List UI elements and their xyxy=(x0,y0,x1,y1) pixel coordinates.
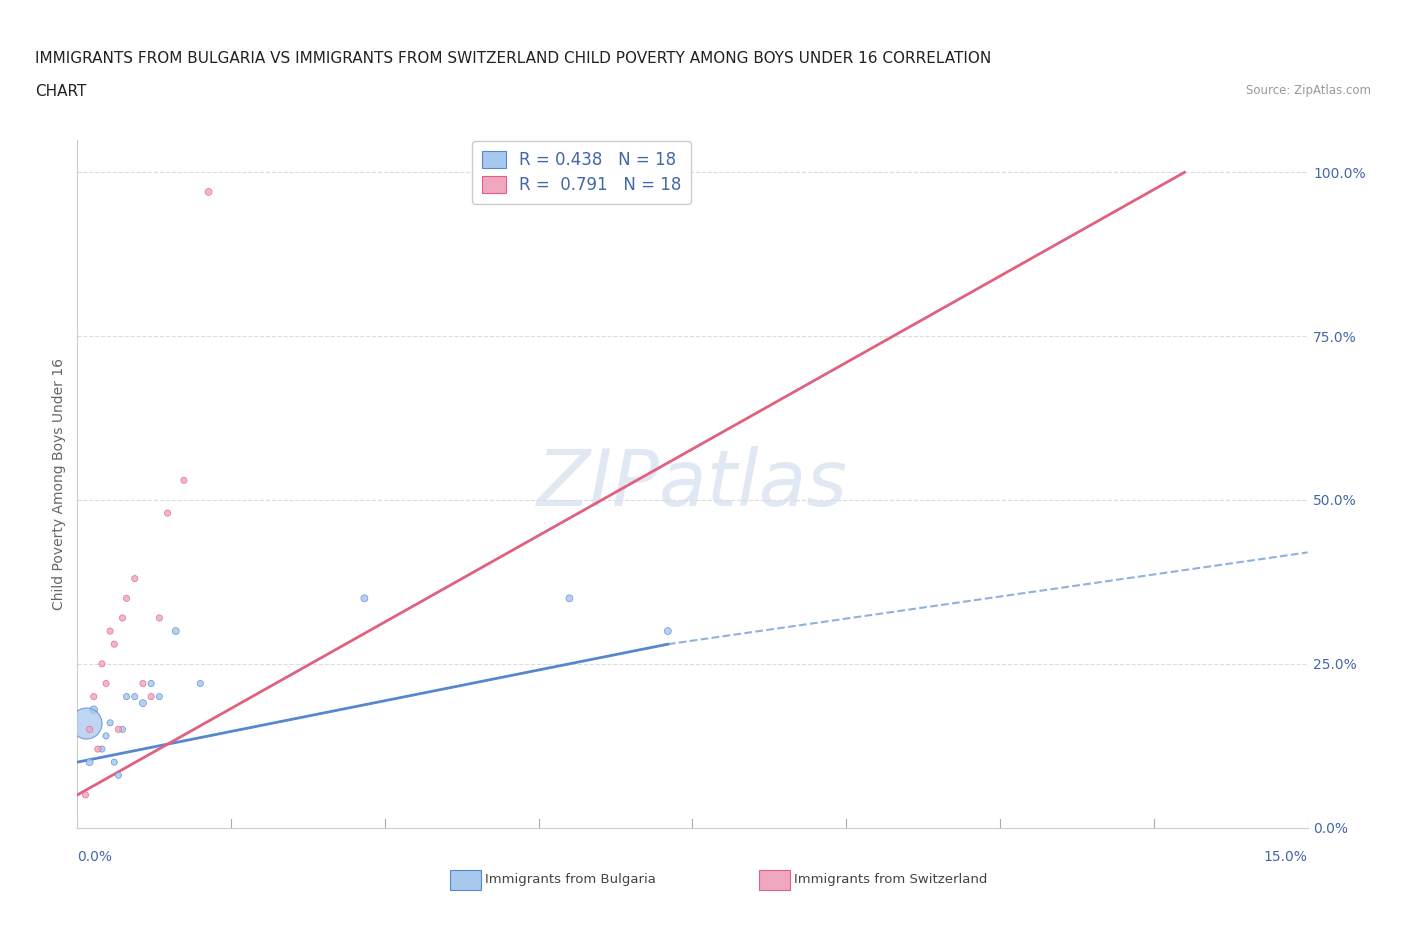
Point xyxy=(173,472,195,487)
Point xyxy=(107,722,129,737)
Point xyxy=(132,676,155,691)
Point xyxy=(83,689,105,704)
Text: Source: ZipAtlas.com: Source: ZipAtlas.com xyxy=(1246,84,1371,97)
Text: Immigrants from Switzerland: Immigrants from Switzerland xyxy=(794,873,988,886)
Point xyxy=(98,624,121,639)
Point xyxy=(148,689,170,704)
Legend: R = 0.438   N = 18, R =  0.791   N = 18: R = 0.438 N = 18, R = 0.791 N = 18 xyxy=(472,141,692,204)
Point xyxy=(94,676,117,691)
Point xyxy=(103,637,125,652)
Text: 0.0%: 0.0% xyxy=(77,850,112,864)
Point xyxy=(83,702,105,717)
Point xyxy=(188,676,212,691)
Point xyxy=(79,755,101,770)
Point xyxy=(197,184,219,199)
Point xyxy=(98,715,121,730)
Point xyxy=(353,591,375,605)
Y-axis label: Child Poverty Among Boys Under 16: Child Poverty Among Boys Under 16 xyxy=(52,358,66,609)
Point xyxy=(90,741,114,756)
Point xyxy=(111,610,134,625)
Point xyxy=(558,591,581,605)
Point xyxy=(79,722,101,737)
Point xyxy=(141,689,163,704)
Point xyxy=(87,741,110,756)
Text: ZIPatlas: ZIPatlas xyxy=(537,445,848,522)
Point xyxy=(115,689,138,704)
Point xyxy=(90,657,114,671)
Point xyxy=(148,610,170,625)
Point xyxy=(657,624,679,639)
Point xyxy=(132,696,155,711)
Text: IMMIGRANTS FROM BULGARIA VS IMMIGRANTS FROM SWITZERLAND CHILD POVERTY AMONG BOYS: IMMIGRANTS FROM BULGARIA VS IMMIGRANTS F… xyxy=(35,51,991,66)
Point xyxy=(115,591,138,605)
Point xyxy=(124,689,146,704)
Point xyxy=(75,715,97,730)
Point xyxy=(111,722,134,737)
Point xyxy=(107,768,129,783)
Text: Immigrants from Bulgaria: Immigrants from Bulgaria xyxy=(485,873,657,886)
Point xyxy=(141,676,163,691)
Point xyxy=(75,788,97,803)
Text: 15.0%: 15.0% xyxy=(1264,850,1308,864)
Point xyxy=(124,571,146,586)
Point xyxy=(103,755,125,770)
Point xyxy=(156,506,179,521)
Text: CHART: CHART xyxy=(35,84,87,99)
Point xyxy=(165,624,187,639)
Point xyxy=(94,728,117,743)
